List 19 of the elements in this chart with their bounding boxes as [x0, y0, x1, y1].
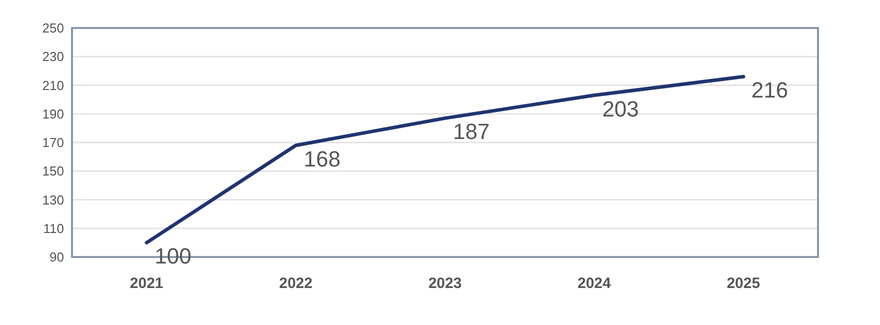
line-series — [144, 74, 746, 244]
y-tick-label: 90 — [50, 250, 64, 265]
data-label: 216 — [751, 78, 788, 103]
y-tick-label: 130 — [42, 192, 64, 208]
y-tick-label: 230 — [42, 49, 64, 64]
y-tick-label: 190 — [42, 106, 64, 122]
y-tick-label: 250 — [42, 20, 64, 36]
y-tick-label: 170 — [42, 135, 64, 150]
x-tick-label: 2023 — [428, 275, 462, 292]
x-tick-label: 2025 — [726, 275, 760, 292]
data-label: 203 — [602, 96, 639, 122]
x-tick-label: 2021 — [130, 275, 164, 292]
y-tick-label: 110 — [43, 220, 64, 236]
x-tick-label: 2024 — [578, 275, 612, 292]
y-tick-label: 210 — [42, 78, 64, 93]
x-tick-label: 2022 — [279, 275, 312, 292]
data-label: 168 — [304, 146, 341, 172]
data-label: 187 — [453, 119, 490, 144]
y-tick-label: 150 — [42, 164, 64, 179]
